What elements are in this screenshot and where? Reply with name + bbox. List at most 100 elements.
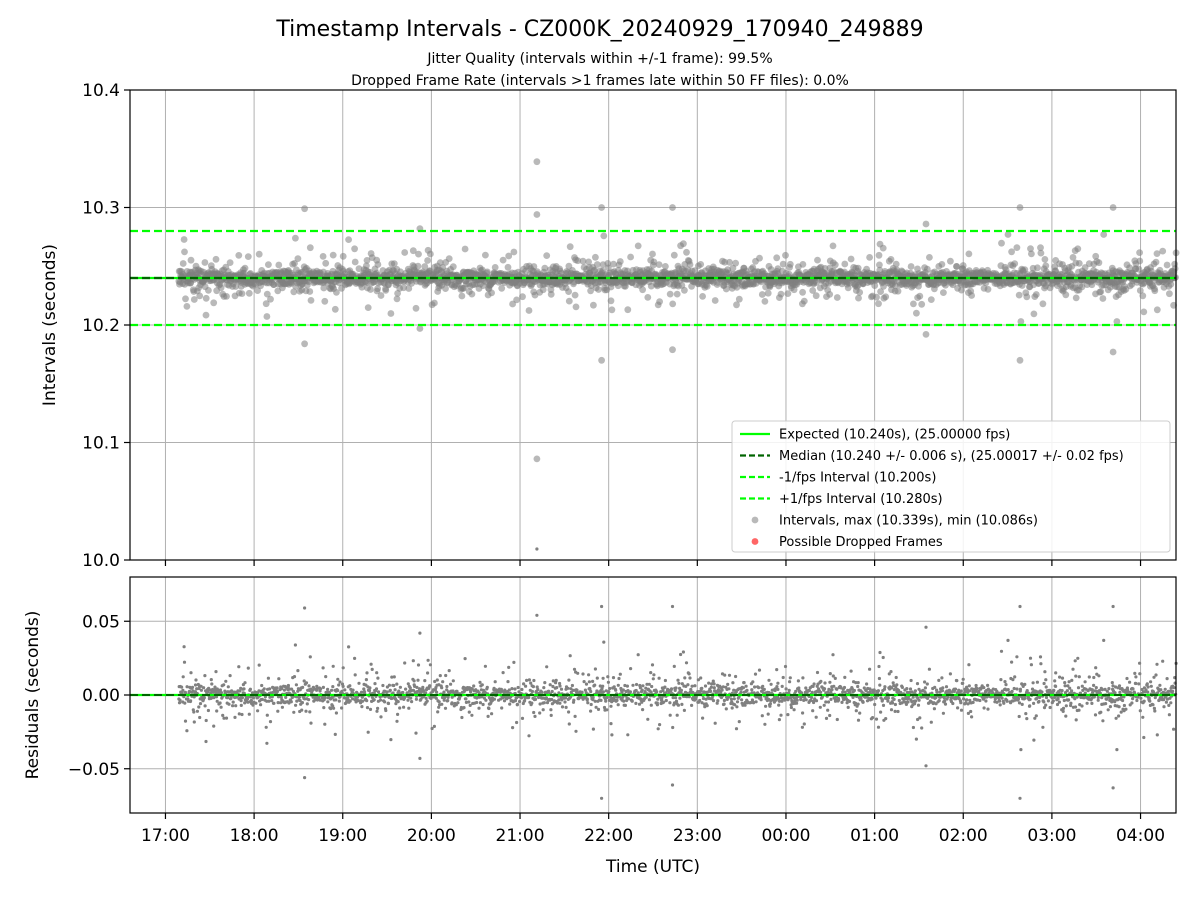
residual-point	[467, 700, 471, 704]
residual-point	[330, 688, 334, 692]
residual-point	[343, 688, 347, 692]
residual-point	[914, 737, 919, 741]
residual-point	[801, 676, 805, 680]
residual-point	[567, 678, 571, 682]
residual-point	[1044, 703, 1048, 707]
residual-point	[953, 687, 958, 691]
residual-point	[709, 685, 714, 689]
residual-point	[368, 707, 373, 712]
interval-point	[468, 290, 476, 298]
residual-point	[886, 699, 890, 703]
residual-point	[222, 683, 226, 687]
residual-point	[447, 669, 451, 673]
interval-point	[627, 253, 634, 261]
residual-point	[500, 706, 504, 710]
residual-point	[591, 679, 595, 684]
residual-point	[580, 690, 584, 694]
residual-point	[508, 702, 512, 706]
interval-point	[367, 286, 374, 293]
interval-point	[339, 252, 347, 260]
residual-point	[744, 684, 748, 688]
residual-point	[593, 683, 597, 687]
residual-point	[735, 705, 739, 709]
residual-point	[294, 703, 298, 707]
residual-point	[828, 680, 832, 684]
residual-point	[655, 690, 659, 694]
residual-point	[623, 703, 628, 708]
residual-point	[923, 686, 928, 690]
residual-point	[726, 682, 730, 687]
interval-point	[593, 261, 601, 268]
residual-point	[920, 726, 924, 730]
residual-point	[711, 679, 715, 683]
residual-point	[237, 712, 241, 716]
residual-point	[266, 676, 270, 680]
residual-point	[305, 702, 309, 706]
residual-point	[644, 695, 648, 699]
residual-point	[308, 655, 312, 659]
interval-point	[598, 356, 605, 364]
residual-point	[900, 685, 905, 690]
residual-point	[868, 687, 872, 691]
interval-point	[265, 261, 272, 268]
residual-point	[398, 706, 402, 710]
residual-point	[515, 720, 519, 725]
residual-point	[407, 706, 411, 710]
interval-point	[1017, 318, 1025, 325]
residual-point	[894, 675, 898, 680]
residual-point	[842, 685, 847, 690]
residual-point	[591, 696, 595, 700]
residual-point	[1057, 700, 1061, 704]
interval-point	[196, 292, 204, 300]
residual-point	[889, 670, 893, 674]
interval-point	[333, 289, 340, 296]
interval-point	[409, 247, 417, 255]
residual-point	[264, 725, 268, 729]
residual-point	[784, 687, 788, 691]
residual-point	[683, 676, 687, 680]
residual-point	[650, 663, 655, 667]
residual-point	[879, 710, 883, 714]
interval-point	[913, 309, 920, 317]
residual-point	[852, 688, 857, 693]
residual-point	[240, 696, 244, 700]
residual-point	[757, 686, 761, 690]
residual-point	[262, 687, 266, 691]
residual-point	[775, 668, 779, 672]
residual-point	[475, 700, 479, 705]
residual-point	[365, 706, 370, 710]
residual-point	[998, 699, 1002, 703]
residual-point	[795, 701, 799, 705]
residual-point	[828, 713, 832, 718]
interval-point	[364, 304, 372, 311]
residual-point	[769, 682, 773, 686]
interval-point	[892, 260, 900, 268]
interval-point	[205, 287, 212, 294]
residual-point	[815, 670, 820, 675]
interval-point	[598, 204, 605, 211]
interval-point	[1008, 248, 1015, 256]
residual-point	[510, 726, 515, 730]
residual-point	[877, 664, 881, 669]
residual-point	[443, 706, 448, 710]
residual-point	[984, 699, 988, 703]
interval-point	[1139, 292, 1147, 300]
residual-point	[414, 731, 418, 735]
legend-entry: Intervals, max (10.339s), min (10.086s)	[779, 514, 1038, 529]
residual-point	[560, 705, 565, 709]
interval-point	[610, 260, 617, 268]
residual-point	[601, 684, 605, 688]
interval-point	[918, 300, 926, 308]
residual-point	[712, 682, 716, 686]
residual-point	[734, 727, 739, 731]
residual-point	[856, 684, 860, 689]
residual-point	[998, 703, 1002, 707]
residual-point	[959, 701, 963, 705]
interval-point	[504, 263, 512, 271]
residual-point	[257, 663, 261, 667]
interval-point	[363, 262, 370, 270]
interval-point	[887, 256, 895, 263]
residual-point	[873, 702, 877, 707]
residual-point	[300, 708, 304, 712]
